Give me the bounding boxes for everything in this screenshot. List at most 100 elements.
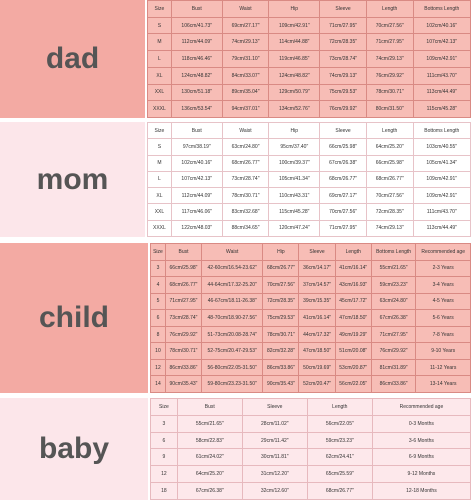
table-cell: 9-10 Years [415,342,471,360]
table-cell: 3-6 Months [371,431,471,450]
header-cell: Bottoms Length [412,0,471,18]
table-cell: 29cm/11.42" [241,431,308,450]
table-cell: 63cm/24.80" [370,292,417,311]
table-cell: 120cm/47.24" [268,219,321,238]
table-cell: 51cm/20.08" [334,342,372,360]
table-cell: 68cm/26.77" [262,259,300,278]
size-table: Size Bust Waist Hip Sleeve Length Bottoms Leng… [147,0,471,118]
table-cell: 78cm/30.71" [164,342,203,360]
table-cell: 90cm/35.43" [164,375,203,393]
table-cell: XXXL [147,100,172,118]
table-cell: 48-70cm/18.90-27.56" [201,309,264,327]
table-cell: 70cm/27.56" [365,187,414,205]
table-cell: 73cm/28.74" [319,50,367,68]
header-cell: Bottoms Length [412,121,471,140]
header-cell: Size [150,398,178,416]
table-cell: 73cm/28.74" [164,309,203,327]
table-cell: 13-14 Years [415,375,471,393]
header-cell: Sleeve [241,398,308,416]
table-row: 8 76cm/29.92" 51-73cm/20.08-28.74" 78cm/30.… [150,325,471,344]
table-cell: 59-80cm/23.23-31.50" [201,375,264,393]
table-cell: 45cm/17.72" [334,292,372,311]
header-cell: Bust [176,398,243,416]
table-cell: 114cm/44.88" [268,33,321,52]
table-row: 14 90cm/35.43" 59-80cm/23.23-31.50" 90cm/35… [150,375,471,393]
table-cell: 71cm/27.95" [365,33,414,52]
table-cell: XL [147,66,172,85]
table-cell: 64cm/25.20" [365,138,414,156]
header-cell: Recommended age [371,398,471,416]
header-cell: Waist [221,121,270,140]
table-cell: 130cm/51.18" [170,83,223,102]
table-cell: 76cm/29.92" [370,342,417,360]
table-cell: XXXL [147,219,172,238]
table-cell: 68cm/26.77" [319,170,367,189]
table-cell: 50cm/19.69" [298,358,336,377]
header-cell: Bust [164,243,203,261]
header-cell: Length [334,243,372,261]
table-cell: 6-9 Months [371,448,471,467]
table-cell: 68cm/26.77" [365,170,414,189]
table-cell: 102cm/40.16" [170,154,223,172]
table-cell: 68cm/26.77" [164,276,203,294]
header-cell: Recommended age [415,243,471,261]
table-cell: 71cm/27.95" [319,219,367,238]
size-table: Size Bust Waist Hip Sleeve Length Bottoms Leng… [147,121,471,238]
header-cell: Bottoms Length [370,243,417,261]
table-cell: 56cm/22.05" [306,414,373,433]
table-cell: 66cm/25.98" [365,154,414,172]
table-row: XXL 130cm/51.18" 89cm/35.04" 129cm/50.79" 75… [147,83,471,102]
table-cell: 109cm/42.91" [412,187,471,205]
table-cell: 8 [150,325,166,344]
table-cell: 119cm/46.85" [268,50,321,68]
table-row: XXL 117cm/46.06" 83cm/32.68" 115cm/45.28" 70… [147,203,471,221]
table-cell: 65cm/25.59" [306,465,373,484]
header-row: Size Bust Waist Hip Sleeve Length Bottoms Leng… [147,0,471,18]
table-cell: 68cm/26.77" [221,154,270,172]
table-cell: 11-12 Years [415,358,471,377]
table-cell: 134cm/52.76" [268,100,321,118]
table-cell: 12 [150,358,166,377]
table-cell: 4-5 Years [415,292,471,311]
table-cell: 80cm/31.50" [365,100,414,118]
table-row: L 118cm/46.46" 79cm/31.10" 119cm/46.85" 73cm… [147,50,471,68]
table-cell: 71cm/27.95" [319,16,367,35]
table-cell: M [147,154,172,172]
table-row: XL 124cm/48.82" 84cm/33.07" 124cm/48.82" 74c… [147,66,471,85]
table-cell: 58cm/22.83" [176,431,243,450]
table-cell: 43cm/16.93" [334,276,372,294]
table-cell: 36cm/14.17" [298,259,336,278]
table-cell: 86cm/33.86" [164,358,203,377]
table-cell: 95cm/37.40" [268,138,321,156]
table-cell: 113cm/44.49" [412,219,471,238]
header-cell: Size [147,0,172,18]
table-cell: 5 [150,292,166,311]
table-cell: 5-6 Years [415,309,471,327]
table-cell: 18 [150,482,178,500]
header-cell: Hip [262,243,300,261]
table-cell: M [147,33,172,52]
table-cell: 69cm/27.17" [221,16,270,35]
header-row: Size Bust Waist Hip Sleeve Length Bottoms Leng… [150,243,471,261]
table-cell: 32cm/12.60" [241,482,308,500]
table-cell: 78cm/30.71" [365,83,414,102]
table-row: 12 64cm/25.20" 31cm/12.20" 65cm/25.59" 9-12 … [150,465,471,484]
section-label: dad [0,0,145,118]
table-cell: 12-18 Months [371,482,471,500]
header-cell: Length [306,398,373,416]
table-cell: 78cm/30.71" [262,325,300,344]
size-table: Size Bust Waist Hip Sleeve Length Bottoms Leng… [150,243,471,393]
table-cell: L [147,170,172,189]
table-cell: 51-73cm/20.08-28.74" [201,325,264,344]
table-cell: 70cm/27.56" [319,203,367,221]
header-row: Size Bust Waist Hip Sleeve Length Bottoms Leng… [147,121,471,140]
table-cell: 37cm/14.57" [298,276,336,294]
table-cell: 105cm/41.34" [412,154,471,172]
table-cell: 9-12 Months [371,465,471,484]
table-cell: 67cm/26.38" [319,154,367,172]
table-cell: 115cm/45.28" [412,100,471,118]
table-cell: 109cm/42.91" [412,170,471,189]
table-row: 10 78cm/30.71" 52-75cm/20.47-29.53" 82cm/32… [150,342,471,360]
table-cell: 112cm/44.09" [170,187,223,205]
table-cell: 66cm/25.98" [319,138,367,156]
